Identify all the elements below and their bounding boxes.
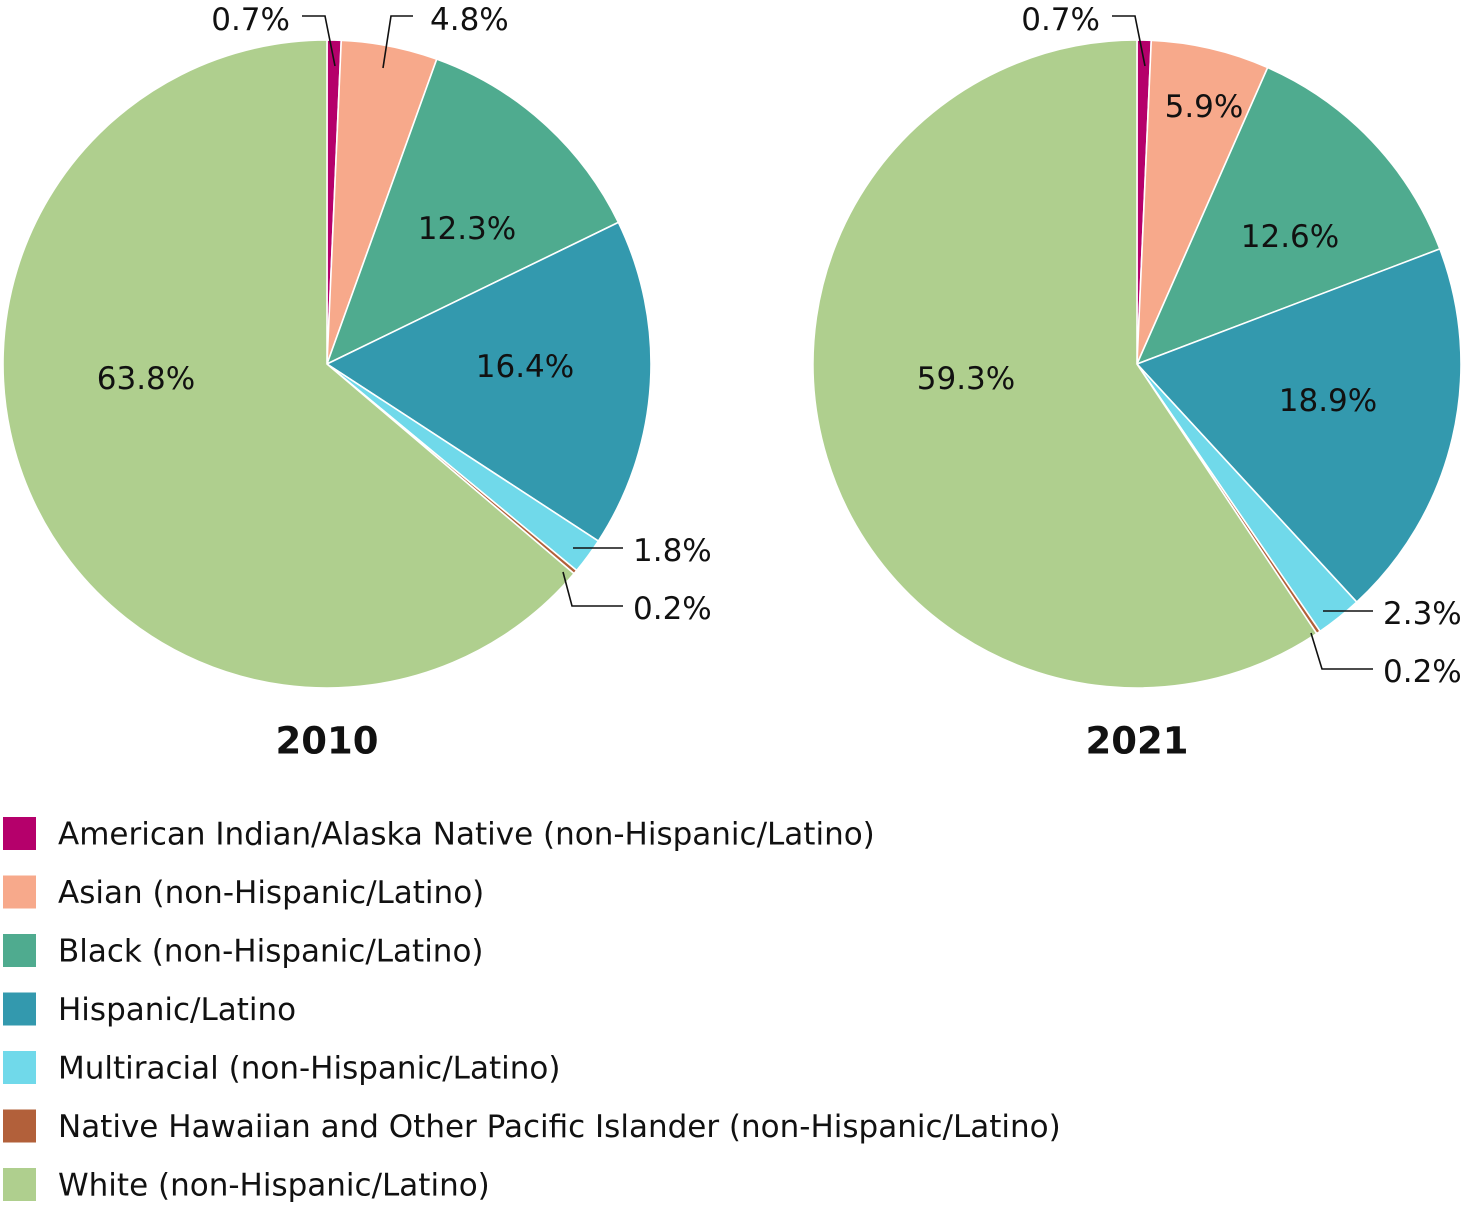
leader-line-2021-5 xyxy=(1310,632,1373,670)
pie-title-2021: 2021 xyxy=(1086,720,1189,763)
legend-label-multiracial-non-hispanic-latino: Multiracial (non-Hispanic/Latino) xyxy=(58,1051,560,1087)
legend-item-asian-non-hispanic-latino: Asian (non-Hispanic/Latino) xyxy=(3,875,484,911)
pie-chart-2010: 0.7% 4.8% 12.3% 16.4% 1.8% 0.2% 63.8% 2010 xyxy=(2,2,712,763)
legend-swatch-american-indian-alaska-native-non-hispanic-latino xyxy=(3,817,36,850)
legend-swatch-multiracial-non-hispanic-latino xyxy=(3,1051,36,1084)
slice-label-2010-3: 16.4% xyxy=(476,349,574,385)
pie-slice-2010-hispanic-latino xyxy=(326,221,652,542)
pie-slice-2021-asian-non-hispanic-latino xyxy=(1136,39,1269,365)
slice-label-2010-1: 4.8% xyxy=(430,2,509,38)
leader-line-2010-5 xyxy=(562,571,623,607)
legend-label-native-hawaiian-and-other-pacific-islander-non-hispanic-latino: Native Hawaiian and Other Pacific Island… xyxy=(58,1109,1061,1145)
leader-line-2010-0 xyxy=(302,15,336,67)
legend-label-asian-non-hispanic-latino: Asian (non-Hispanic/Latino) xyxy=(58,875,484,911)
slice-label-2021-0: 0.7% xyxy=(1021,2,1100,38)
pie-slice-2010-white-non-hispanic-latino xyxy=(2,39,575,689)
pie-chart-2021: 0.7% 5.9% 12.6% 18.9% 2.3% 0.2% 59.3% 2021 xyxy=(812,2,1462,763)
legend-label-white-non-hispanic-latino: White (non-Hispanic/Latino) xyxy=(58,1168,490,1204)
slice-label-2021-3: 18.9% xyxy=(1279,383,1377,419)
slice-label-2021-5: 0.2% xyxy=(1383,654,1462,690)
slice-label-2010-2: 12.3% xyxy=(418,211,516,247)
pie-slice-2021-hispanic-latino xyxy=(1136,248,1462,603)
legend-item-black-non-hispanic-latino: Black (non-Hispanic/Latino) xyxy=(3,934,484,970)
slice-label-2021-2: 12.6% xyxy=(1241,219,1339,255)
slice-label-2021-4: 2.3% xyxy=(1383,596,1462,632)
leader-line-2010-1 xyxy=(382,15,413,69)
legend-label-black-non-hispanic-latino: Black (non-Hispanic/Latino) xyxy=(58,934,484,970)
slice-label-2021-6: 59.3% xyxy=(917,361,1015,397)
legend-swatch-white-non-hispanic-latino xyxy=(3,1168,36,1201)
leader-line-2021-0 xyxy=(1112,15,1146,67)
slice-label-2010-5: 0.2% xyxy=(633,591,712,627)
pie-slice-2021-black-non-hispanic-latino xyxy=(1136,66,1441,365)
legend-swatch-hispanic-latino xyxy=(3,992,36,1026)
pie-slice-2010-black-non-hispanic-latino xyxy=(326,58,620,365)
legend-swatch-asian-non-hispanic-latino xyxy=(3,875,36,909)
slice-label-2010-6: 63.8% xyxy=(97,361,195,397)
legend-swatch-native-hawaiian-and-other-pacific-islander-non-hispanic-latino xyxy=(3,1109,36,1143)
legend-item-white-non-hispanic-latino: White (non-Hispanic/Latino) xyxy=(3,1168,490,1204)
legend-label-hispanic-latino: Hispanic/Latino xyxy=(58,992,296,1028)
slice-label-2021-1: 5.9% xyxy=(1165,89,1244,125)
legend-item-multiracial-non-hispanic-latino: Multiracial (non-Hispanic/Latino) xyxy=(3,1051,560,1087)
pie-title-2010: 2010 xyxy=(276,720,379,763)
slice-label-2010-0: 0.7% xyxy=(211,2,290,38)
slice-label-2010-4: 1.8% xyxy=(633,533,712,569)
legend-item-hispanic-latino: Hispanic/Latino xyxy=(3,992,296,1028)
pies-layer: 0.7% 4.8% 12.3% 16.4% 1.8% 0.2% 63.8% 2010 0.7% 5… xyxy=(2,2,1462,763)
legend: American Indian/Alaska Native (non-Hispa… xyxy=(3,817,1061,1204)
legend-item-native-hawaiian-and-other-pacific-islander-non-hispanic-latino: Native Hawaiian and Other Pacific Island… xyxy=(3,1109,1061,1145)
legend-swatch-black-non-hispanic-latino xyxy=(3,934,36,967)
legend-label-american-indian-alaska-native-non-hispanic-latino: American Indian/Alaska Native (non-Hispa… xyxy=(58,817,875,853)
legend-item-american-indian-alaska-native-non-hispanic-latino: American Indian/Alaska Native (non-Hispa… xyxy=(3,817,875,853)
pie-slice-2021-white-non-hispanic-latino xyxy=(812,39,1318,689)
